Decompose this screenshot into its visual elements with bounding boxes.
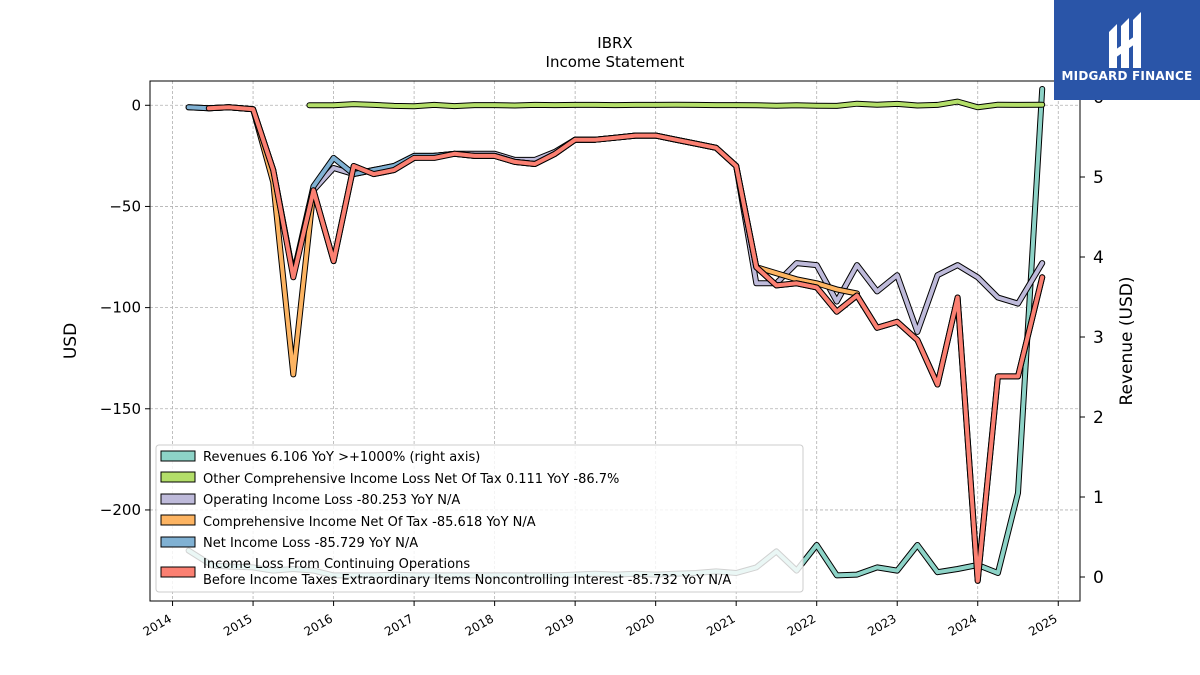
y-tick-label-right: 1 (1093, 488, 1104, 508)
series-3 (205, 104, 860, 378)
y-axis-label-right: Revenue (USD) (1117, 276, 1137, 405)
series-line (206, 105, 859, 377)
y-tick-label-left: −200 (100, 501, 141, 519)
legend-label-continuing-operations-line1: Income Loss From Continuing Operations (203, 557, 470, 572)
x-tick-label: 2025 (1026, 611, 1059, 638)
series-line (307, 99, 1045, 110)
y-tick-label-right: 2 (1093, 408, 1104, 428)
series-5 (205, 104, 1046, 584)
legend-swatch-continuing-operations (160, 566, 196, 578)
y-tick-label-right: 3 (1093, 328, 1104, 348)
legend-item-continuing-operations: Income Loss From Continuing Operations B… (160, 557, 731, 588)
y-tick-label-left: 0 (131, 96, 141, 114)
legend: Revenues 6.106 YoY >+1000% (right axis) … (155, 444, 804, 593)
x-tick-label: 2017 (382, 611, 415, 638)
legend-item-net-income: Net Income Loss -85.729 YoY N/A (160, 536, 418, 551)
x-tick-label: 2015 (221, 611, 254, 638)
chart-title: IBRX (597, 34, 632, 52)
x-tick-label: 2023 (865, 611, 898, 638)
legend-label-operating-income: Operating Income Loss -80.253 YoY N/A (203, 493, 460, 508)
x-tick-label: 2018 (463, 611, 496, 638)
legend-item-other-comprehensive: Other Comprehensive Income Loss Net Of T… (160, 471, 619, 487)
legend-label-net-income: Net Income Loss -85.729 YoY N/A (203, 536, 418, 551)
legend-label-continuing-operations-line2: Before Income Taxes Extraordinary Items … (203, 573, 731, 588)
x-tick-label: 2021 (704, 611, 737, 638)
y-axis-label-left: USD (61, 323, 81, 359)
legend-label-comprehensive-income: Comprehensive Income Net Of Tax -85.618 … (203, 515, 536, 530)
x-tick-label: 2016 (302, 611, 335, 638)
legend-swatch-operating-income (160, 493, 196, 505)
legend-label-other-comprehensive: Other Comprehensive Income Loss Net Of T… (203, 472, 619, 487)
legend-item-operating-income: Operating Income Loss -80.253 YoY N/A (160, 493, 460, 508)
plot-frame (149, 80, 1081, 602)
x-tick-label: 2022 (785, 611, 818, 638)
y-tick-label-right: 0 (1093, 568, 1104, 588)
x-tick-label: 2024 (946, 611, 979, 638)
legend-item-comprehensive-income: Comprehensive Income Net Of Tax -85.618 … (160, 514, 536, 530)
midgard-logo-icon (1109, 12, 1141, 68)
legend-swatch-revenues (160, 450, 196, 462)
series-line (206, 105, 1045, 583)
series-2 (185, 104, 1046, 335)
chart-subtitle: Income Statement (546, 53, 685, 71)
y-tick-label-left: −150 (100, 400, 141, 418)
legend-swatch-other-comprehensive (160, 471, 196, 483)
legend-item-revenues: Revenues 6.106 YoY >+1000% (right axis) (160, 450, 480, 465)
legend-label-revenues: Revenues 6.106 YoY >+1000% (right axis) (203, 450, 480, 465)
legend-frame (155, 444, 804, 593)
x-tick-label: 2014 (141, 611, 174, 638)
x-tick-label: 2020 (624, 611, 657, 638)
midgard-finance-logo: MIDGARD FINANCE (1054, 0, 1200, 100)
series-line (186, 105, 1045, 334)
legend-swatch-comprehensive-income (160, 514, 196, 526)
y-tick-label-left: −100 (100, 299, 141, 317)
legend-swatch-net-income (160, 536, 196, 548)
y-tick-label-right: 4 (1093, 248, 1104, 268)
y-tick-label-left: −50 (109, 197, 141, 215)
series-1 (306, 98, 1046, 111)
x-tick-label: 2019 (543, 611, 576, 638)
logo-text: MIDGARD FINANCE (1061, 69, 1193, 83)
y-tick-label-right: 5 (1093, 168, 1104, 188)
series-line-outline (185, 104, 1046, 335)
